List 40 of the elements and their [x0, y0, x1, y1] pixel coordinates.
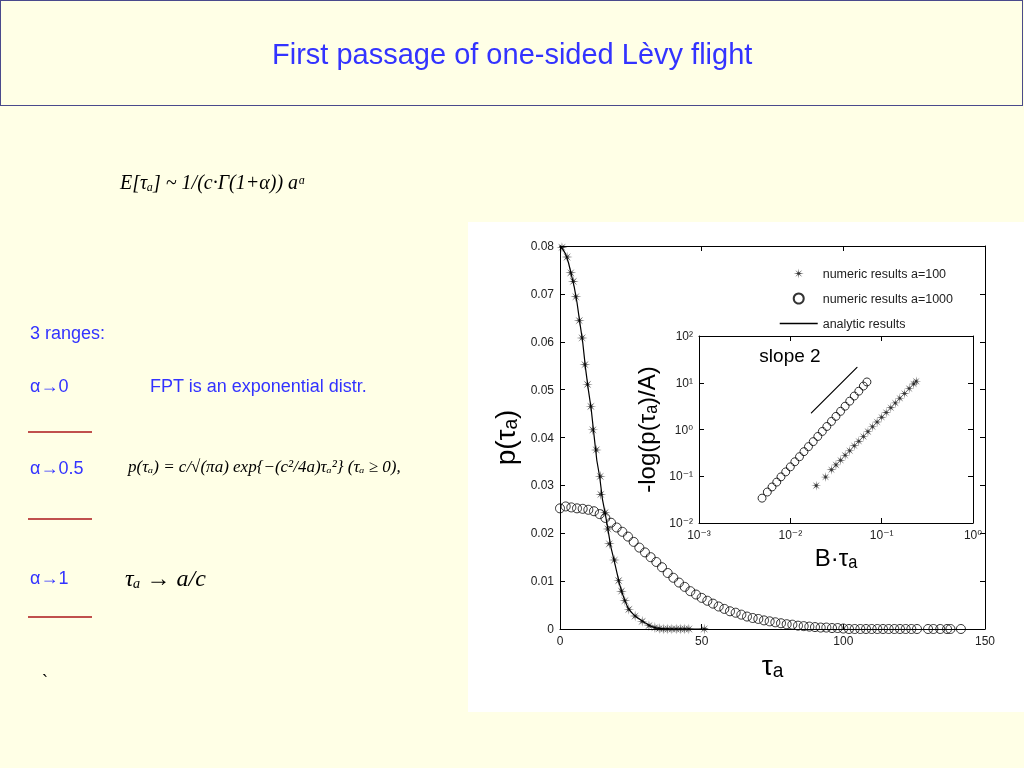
y-tick-label: 10²: [675, 329, 693, 343]
y-tick-label: 0.04: [530, 430, 555, 445]
x-tick-label: 50: [694, 634, 709, 648]
x-tick-label: 0: [556, 634, 564, 648]
legend-label: numeric results a=100: [822, 266, 947, 281]
text: τₐ → a/c: [125, 564, 206, 593]
x-tick-label: 10⁰: [963, 528, 983, 542]
text: 3 ranges:: [30, 323, 106, 345]
text: `: [42, 672, 48, 694]
x-tick-label: 10⁻¹: [869, 528, 894, 542]
legend-label: numeric results a=1000: [822, 291, 954, 306]
text: α→1: [30, 568, 69, 590]
text: α→0.5: [30, 458, 84, 480]
y-tick-label: 0: [547, 622, 555, 636]
annotation: slope 2: [759, 344, 821, 366]
y-tick-label: 0.02: [530, 526, 555, 541]
y-tick-label: 0.01: [530, 574, 555, 589]
x-tick-label: 10⁻³: [687, 528, 711, 542]
x-tick-label: 100: [833, 634, 854, 648]
y-tick-label: 10⁻¹: [669, 469, 693, 484]
y-tick-label: 0.06: [530, 334, 555, 349]
legend-label: analytic results: [822, 316, 906, 331]
y-tick-label: 0.03: [530, 478, 555, 493]
x-tick-label: 10⁻²: [778, 528, 803, 542]
y-tick-label: 10⁰: [674, 422, 694, 437]
text: E[τₐ] ~ 1/(c·Γ(1+α)) aᵅ: [120, 170, 307, 194]
y-axis-title: -log(p(τₐ)/A): [632, 366, 660, 493]
x-axis-title: τₐ: [761, 650, 784, 682]
text: FPT is an exponential distr.: [150, 376, 367, 398]
text: α→0: [30, 376, 69, 398]
y-tick-label: 10¹: [675, 375, 693, 390]
x-tick-label: 150: [974, 634, 996, 648]
y-tick-label: 0.07: [530, 286, 555, 301]
y-axis-title: p(τₐ): [490, 409, 522, 466]
y-tick-label: 0.08: [530, 239, 555, 253]
y-tick-label: 10⁻²: [669, 516, 693, 530]
x-axis-title: B·τₐ: [814, 544, 859, 572]
text: First passage of one-sided Lèvy flight: [272, 37, 753, 71]
text: p(τₐ) = c/√(πa) exp{−(c²/4a)τₐ²} (τₐ ≥ 0),: [128, 457, 401, 478]
y-tick-label: 0.05: [530, 382, 555, 397]
